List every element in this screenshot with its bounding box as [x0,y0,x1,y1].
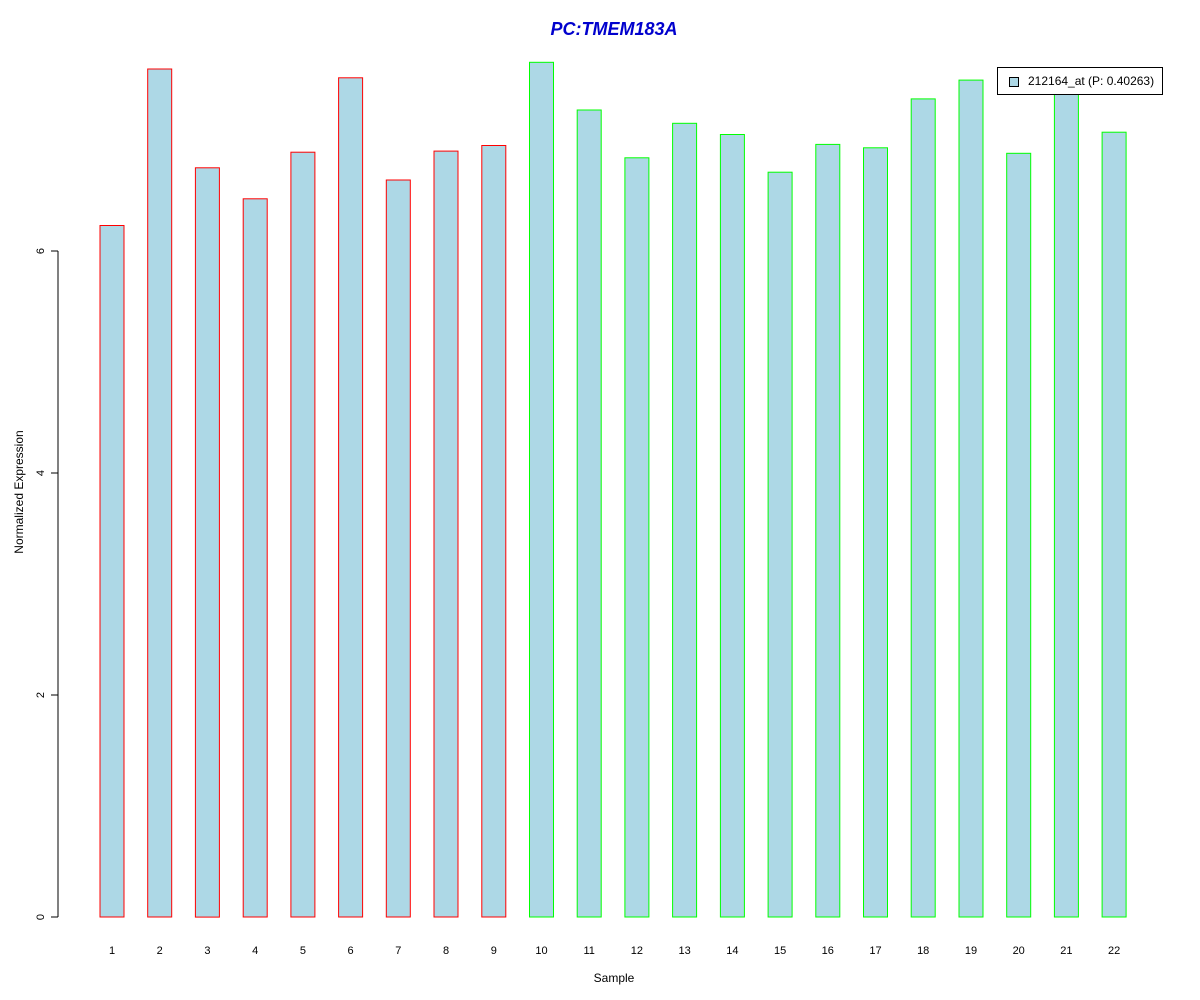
x-tick-label-22: 22 [1108,945,1120,957]
bar-6 [338,77,364,918]
y-tick-label-0: 0 [35,914,47,920]
bar-5 [290,151,316,918]
bar-15 [767,171,793,918]
chart-title: PC:TMEM183A [550,19,678,39]
y-tick-label-4: 4 [35,470,47,476]
x-tick-label-16: 16 [822,945,834,957]
bar-12 [624,157,650,918]
x-tick-label-2: 2 [157,945,163,957]
x-tick-label-12: 12 [631,945,643,957]
bar-10 [529,61,554,918]
x-axis-label: Sample [593,971,635,985]
x-tick-label-4: 4 [252,945,258,957]
x-tick-label-21: 21 [1060,945,1072,957]
x-tick-label-6: 6 [348,945,354,957]
x-tick-label-10: 10 [535,945,547,957]
x-tick-label-1: 1 [109,945,115,957]
bar-7 [385,179,411,918]
x-tick-label-15: 15 [774,945,786,957]
bar-20 [1006,152,1032,918]
x-tick-label-9: 9 [491,945,497,957]
bar-14 [719,134,745,918]
x-tick-label-7: 7 [395,945,401,957]
x-tick-label-11: 11 [583,945,594,957]
legend-swatch [1009,77,1019,87]
bar-18 [910,98,936,918]
x-tick-label-8: 8 [443,945,449,957]
legend: 212164_at (P: 0.40263) [997,67,1163,95]
x-tick-label-5: 5 [300,945,306,957]
bar-1 [99,225,125,918]
bar-21 [1053,94,1079,918]
x-tick-label-18: 18 [917,945,929,957]
y-tick-label-6: 6 [35,248,47,254]
y-tick-label-2: 2 [35,692,47,698]
bar-4 [242,198,268,918]
bar-19 [958,79,984,918]
bar-8 [433,150,459,918]
bar-2 [147,68,173,918]
x-tick-label-14: 14 [726,945,738,957]
bar-13 [672,122,698,918]
legend-label: 212164_at (P: 0.40263) [1028,74,1155,88]
x-tick-label-17: 17 [869,945,881,957]
bar-17 [863,147,888,918]
x-tick-label-3: 3 [204,945,210,957]
bar-11 [576,109,602,918]
bar-9 [481,145,507,918]
x-tick-label-20: 20 [1013,945,1025,957]
bar-16 [815,143,841,918]
x-tick-label-13: 13 [678,945,690,957]
bar-3 [194,167,220,918]
bar-22 [1101,131,1127,918]
x-tick-label-19: 19 [965,945,977,957]
